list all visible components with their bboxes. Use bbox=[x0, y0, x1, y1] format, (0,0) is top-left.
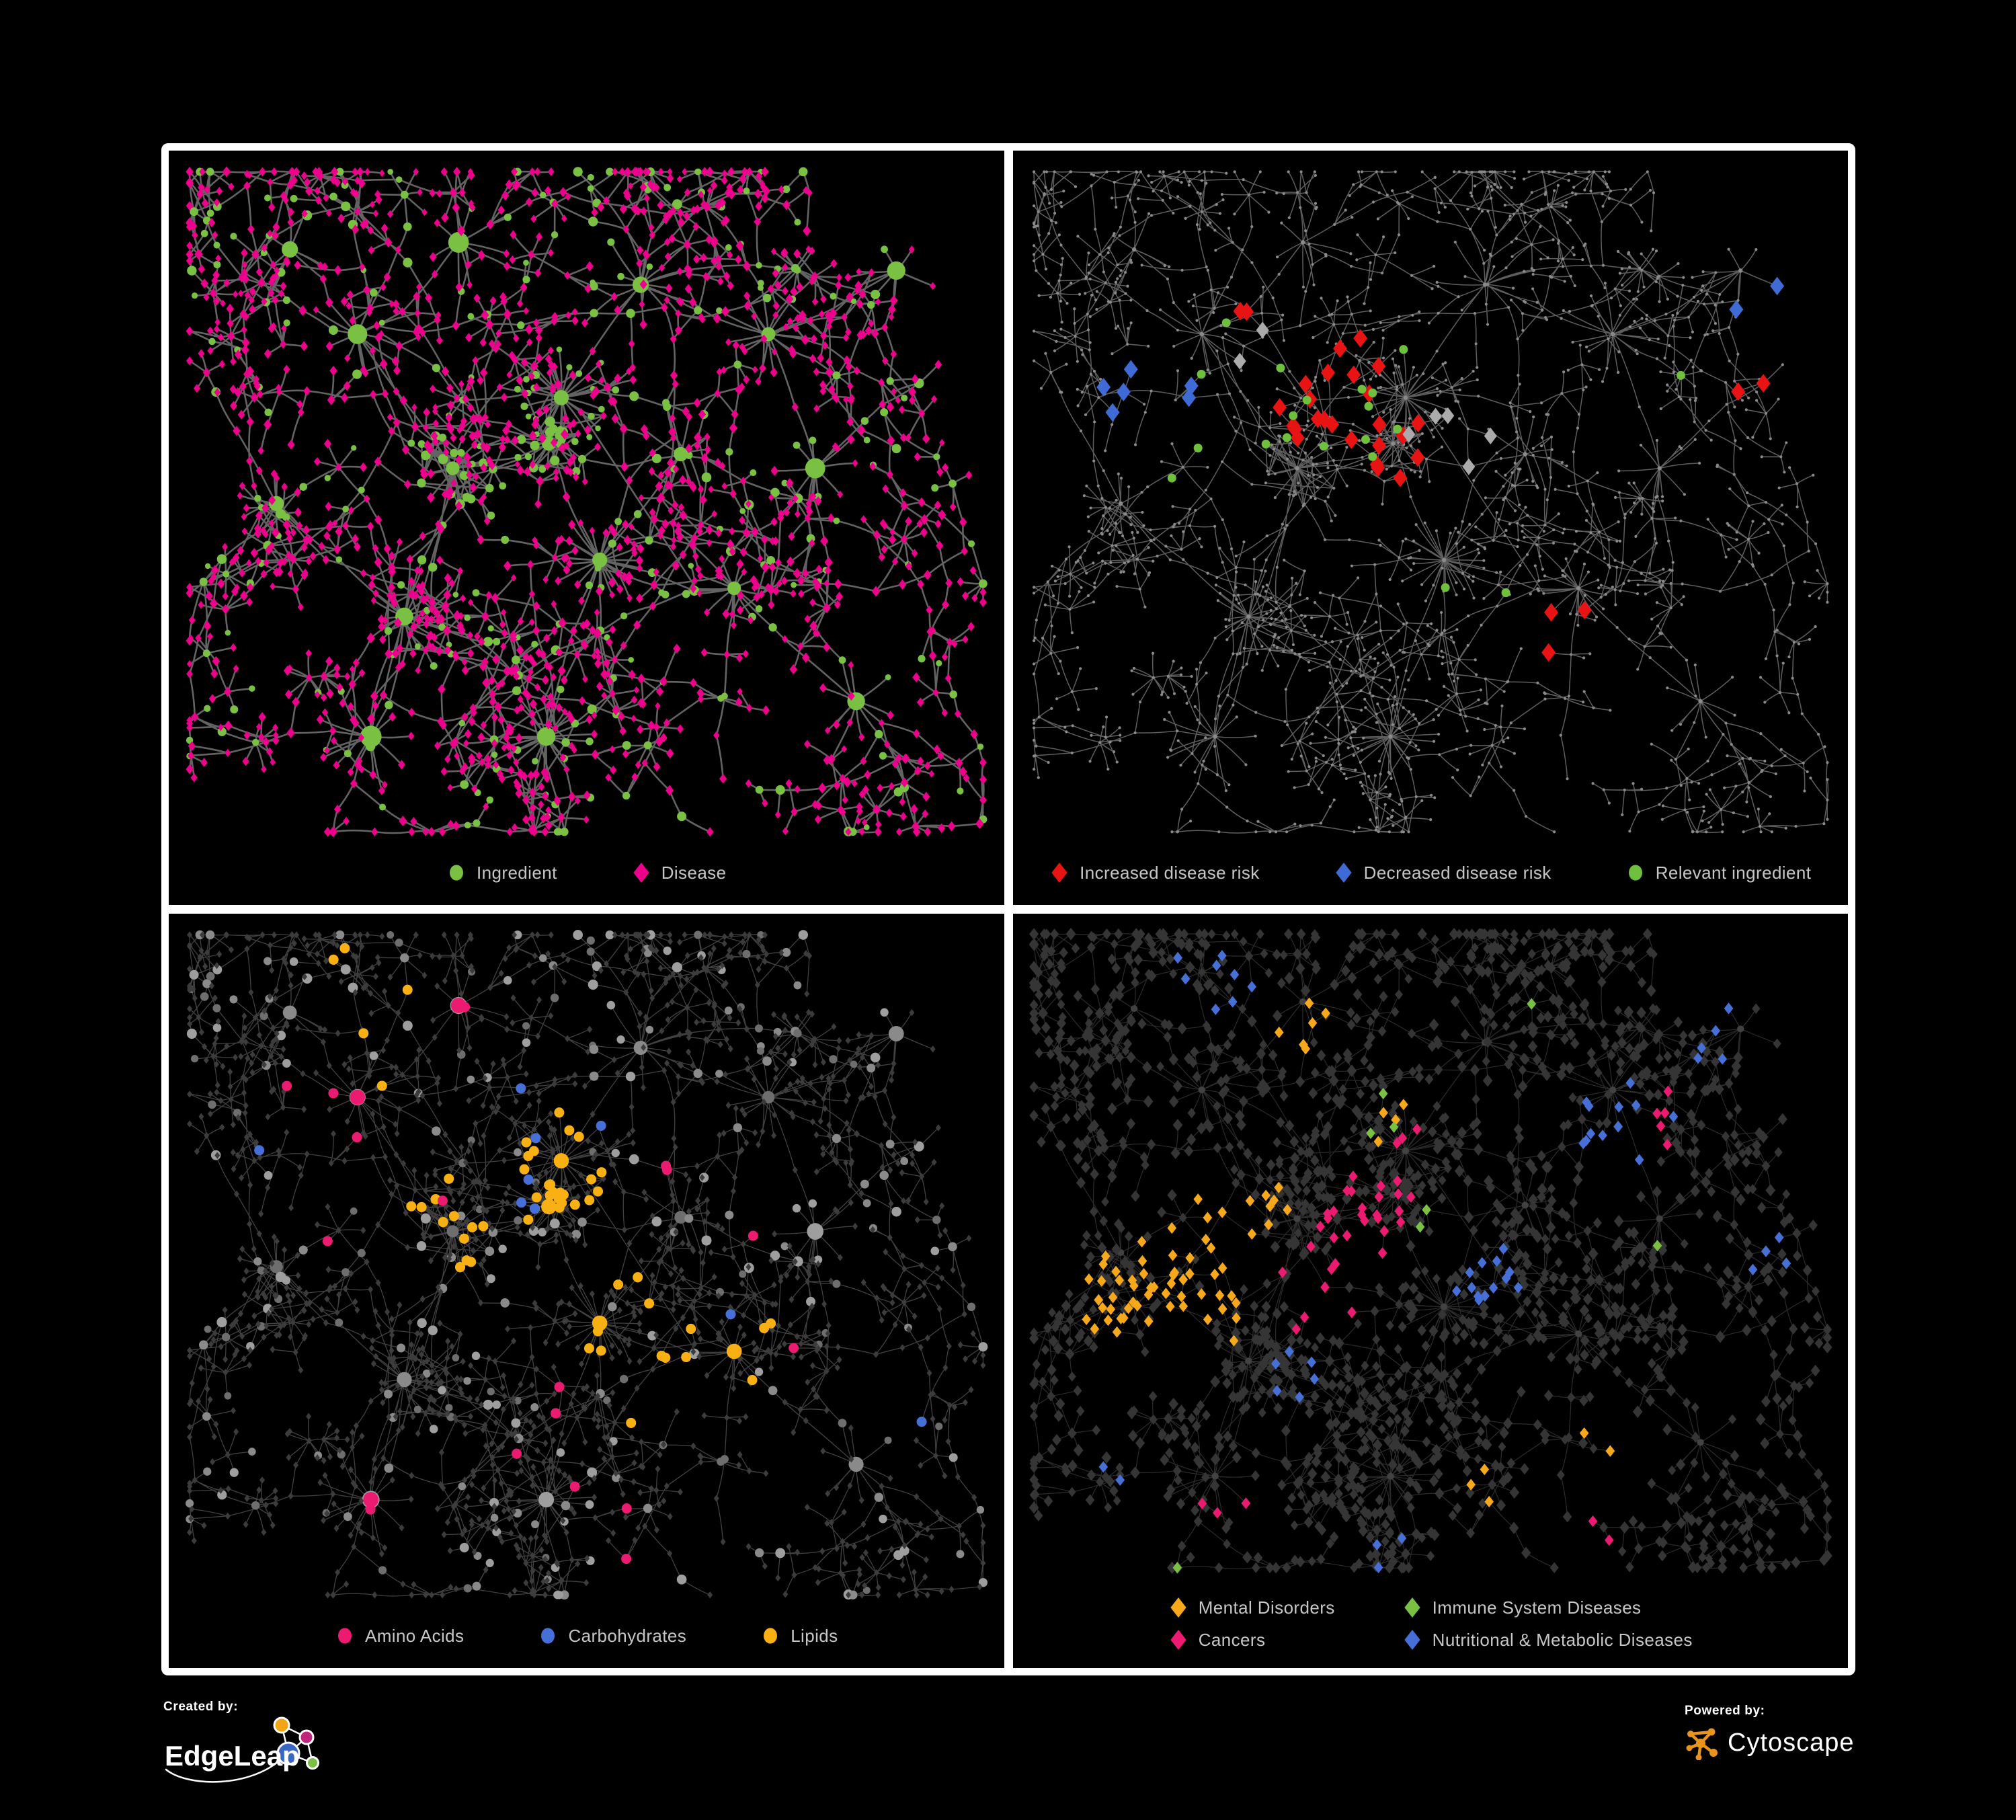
network-disease-classes bbox=[1029, 927, 1832, 1575]
edgeleap-orange-node-icon bbox=[273, 1716, 290, 1734]
legend-label: Relevant ingredient bbox=[1655, 862, 1812, 883]
edgeleap-logo-text: EdgeLeap bbox=[165, 1740, 300, 1772]
powered-by-label: Powered by: bbox=[1685, 1704, 1765, 1718]
edgeleap-logo-nodes bbox=[273, 1716, 319, 1770]
network-node-layer bbox=[1029, 927, 1832, 1575]
circle-legend-icon bbox=[1628, 865, 1642, 881]
network-disease-risk bbox=[1032, 170, 1829, 834]
diamond-legend-icon bbox=[1335, 863, 1352, 883]
legend-item-lipids: Lipids bbox=[760, 1624, 838, 1648]
figure-frame: Ingredient Disease Increased disease risk… bbox=[161, 143, 1855, 1675]
network-edge-layer bbox=[188, 170, 985, 834]
panel-disease-risk-network: Increased disease risk Decreased disease … bbox=[1012, 151, 1849, 905]
legend-label: Carbohydrates bbox=[568, 1625, 687, 1646]
legend-nutrient-classes: Amino Acids Carbohydrates Lipids bbox=[169, 1620, 1004, 1668]
cytoscape-lockup: Cytoscape bbox=[1685, 1725, 1855, 1760]
diamond-legend-icon bbox=[1170, 1597, 1186, 1618]
legend-item-decreased-disease-risk: Decreased disease risk bbox=[1334, 861, 1551, 885]
network-node-layer bbox=[1032, 170, 1829, 834]
legend-item-ingredient: Ingredient bbox=[446, 861, 557, 885]
legend-disease-classes: Mental Disorders Immune System Diseases Ca… bbox=[1013, 1591, 1849, 1668]
network-highlight-layer bbox=[254, 943, 927, 1565]
circle-legend-icon bbox=[764, 1628, 778, 1644]
circle-legend-icon bbox=[541, 1628, 555, 1644]
legend-item-amino-acids: Amino Acids bbox=[335, 1624, 464, 1648]
diamond-legend-icon bbox=[1404, 1630, 1420, 1650]
legend-item-relevant-ingredient: Relevant ingredient bbox=[1625, 861, 1812, 885]
created-by-label: Created by: bbox=[163, 1700, 239, 1714]
network-edge-layer bbox=[189, 934, 985, 1597]
legend-label: Disease bbox=[661, 862, 727, 883]
legend-disease-risk: Increased disease risk Decreased disease … bbox=[1013, 857, 1849, 905]
network-nutrient-classes bbox=[185, 930, 988, 1600]
network-edge-layer bbox=[1033, 170, 1828, 834]
legend-label: Nutritional & Metabolic Diseases bbox=[1432, 1629, 1693, 1650]
panel-nutrient-classes-network: Amino Acids Carbohydrates Lipids bbox=[169, 914, 1004, 1668]
legend-label: Mental Disorders bbox=[1198, 1597, 1335, 1618]
network-edge-layer bbox=[1033, 933, 1828, 1569]
legend-item-nutritional-metabolic-diseases: Nutritional & Metabolic Diseases bbox=[1402, 1628, 1693, 1652]
legend-ingredient-disease: Ingredient Disease bbox=[169, 857, 1004, 905]
panel-disease-classes-network: Mental Disorders Immune System Diseases Ca… bbox=[1012, 914, 1849, 1668]
legend-item-immune-system-diseases: Immune System Diseases bbox=[1402, 1595, 1693, 1620]
legend-label: Amino Acids bbox=[364, 1625, 465, 1646]
edgeleap-logo: EdgeLeap bbox=[165, 1716, 319, 1783]
panel-ingredient-disease-network: Ingredient Disease bbox=[169, 151, 1004, 905]
cytoscape-logo-icon bbox=[1686, 1728, 1718, 1760]
circle-legend-icon bbox=[450, 865, 464, 881]
circle-legend-icon bbox=[337, 1628, 352, 1644]
network-highlight-layer bbox=[1096, 276, 1784, 662]
legend-item-carbohydrates: Carbohydrates bbox=[538, 1624, 686, 1648]
legend-label: Increased disease risk bbox=[1080, 862, 1260, 883]
legend-label: Cancers bbox=[1198, 1629, 1266, 1650]
diamond-legend-icon bbox=[1404, 1597, 1420, 1618]
legend-item-disease: Disease bbox=[631, 861, 727, 885]
edgeleap-magenta-node-icon bbox=[298, 1729, 315, 1745]
network-node-layer bbox=[186, 166, 987, 838]
cytoscape-branding: Powered by: bbox=[1685, 1704, 1855, 1760]
legend-item-increased-disease-risk: Increased disease risk bbox=[1049, 861, 1259, 885]
legend-label: Immune System Diseases bbox=[1432, 1597, 1642, 1618]
diamond-legend-icon bbox=[633, 863, 649, 883]
legend-item-mental-disorders: Mental Disorders bbox=[1168, 1595, 1335, 1620]
legend-item-cancers: Cancers bbox=[1168, 1628, 1335, 1652]
edgeleap-blue-node-icon bbox=[276, 1741, 300, 1766]
legend-label: Ingredient bbox=[477, 862, 557, 883]
edgeleap-branding: Created by: EdgeLeap bbox=[163, 1700, 345, 1791]
legend-label: Decreased disease risk bbox=[1363, 862, 1551, 883]
diamond-legend-icon bbox=[1170, 1630, 1186, 1650]
legend-label: Lipids bbox=[791, 1625, 838, 1646]
cytoscape-logo-text: Cytoscape bbox=[1728, 1728, 1855, 1757]
network-ingredient-disease bbox=[186, 166, 987, 838]
diamond-legend-icon bbox=[1051, 863, 1067, 883]
edgeleap-swoosh bbox=[165, 1756, 284, 1783]
edgeleap-green-node-icon bbox=[306, 1756, 319, 1770]
network-highlight-layer bbox=[1081, 949, 1791, 1574]
